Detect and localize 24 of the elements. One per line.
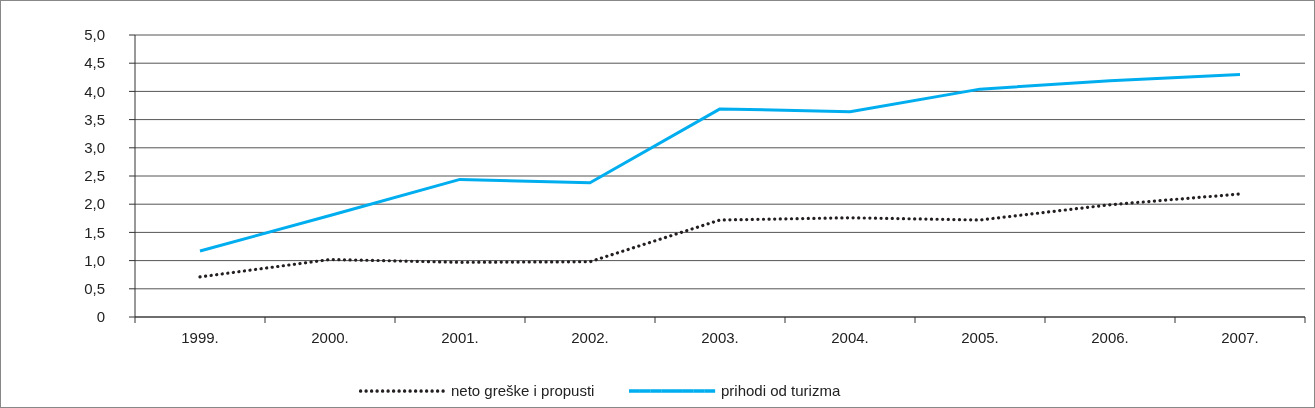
y-tick-label: 3,0 [84,139,105,157]
line-series [198,192,1242,279]
y-tick-label: 4,0 [84,82,105,100]
x-tick-label: 2001. [441,329,479,346]
y-tick-label: 1,0 [84,251,105,269]
y-tick-label: 1,5 [84,223,105,241]
x-tick-label: 2002. [571,329,609,346]
x-tick-label: 1999. [181,329,219,346]
legend-label: neto greške i propusti [451,382,595,400]
legend-label: prihodi od turizma [721,382,841,400]
y-tick-label: 0,5 [84,280,105,298]
x-tick-label: 2006. [1091,329,1129,346]
y-tick-label: 4,5 [84,54,105,72]
x-tick-label: 2000. [311,329,349,346]
y-tick-label: 2,0 [84,195,105,213]
y-tick-label: 0 [96,308,105,326]
y-tick-label: 2,5 [84,167,105,185]
x-tick-label: 2003. [701,329,739,346]
x-tick-label: 2005. [961,329,999,346]
y-tick-label: 3,5 [84,110,105,128]
line-series [198,72,1242,253]
y-tick-label: 5,0 [84,26,105,44]
x-tick-label: 2007. [1221,329,1259,346]
x-tick-label: 2004. [831,329,869,346]
